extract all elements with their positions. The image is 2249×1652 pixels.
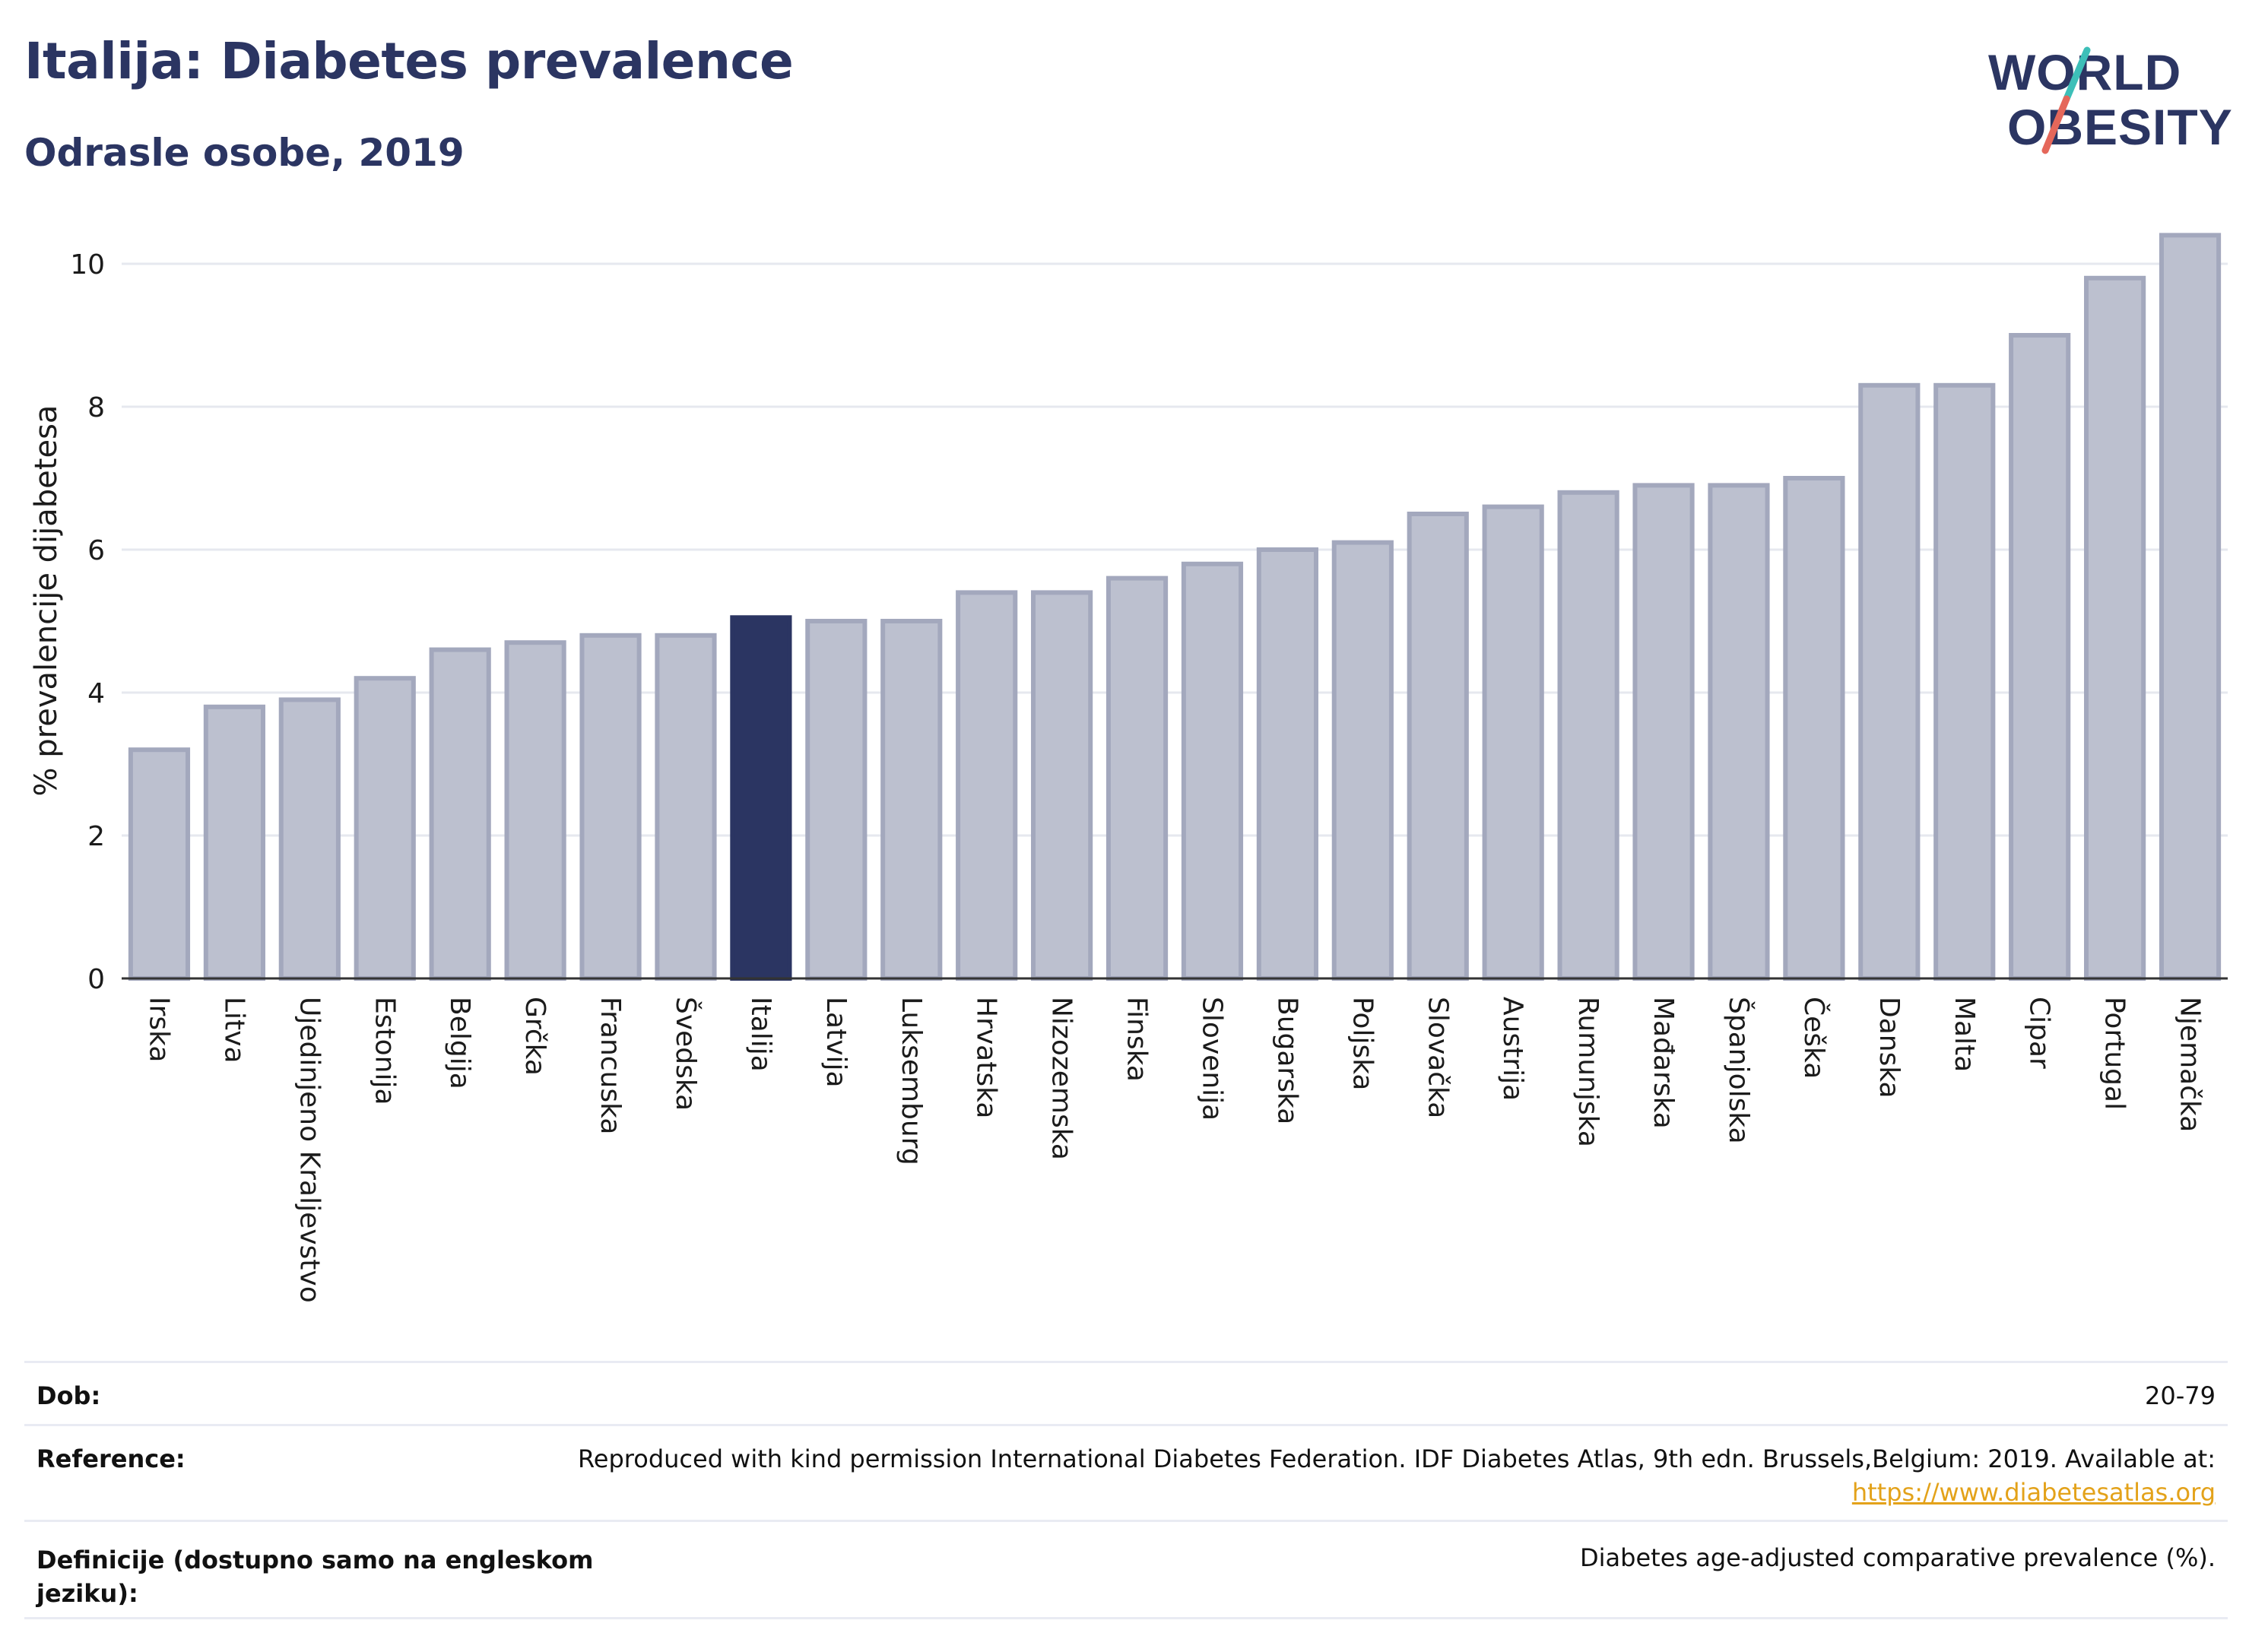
y-tick-label: 10 (70, 249, 105, 281)
bar[interactable] (2084, 275, 2146, 981)
x-tick-label: Finska (1121, 997, 1153, 1082)
x-tick-label: Njemačka (2174, 997, 2206, 1132)
y-tick-label: 0 (87, 964, 105, 995)
x-tick-label: Belgija (444, 997, 475, 1089)
x-tick-label: Švedska (670, 997, 702, 1111)
bar[interactable] (354, 676, 416, 981)
x-tick-label: Luksemburg (896, 997, 927, 1165)
info-table: Dob: 20-79 Reference: Reproduced with ki… (24, 1361, 2228, 1619)
y-tick-label: 2 (87, 821, 105, 852)
bar[interactable] (1482, 504, 1544, 981)
bar[interactable] (128, 747, 191, 981)
x-tick-label: Slovenija (1196, 997, 1227, 1121)
bar[interactable] (1105, 576, 1169, 981)
x-tick-label: Francuska (595, 997, 626, 1134)
x-tick-label: Italija (745, 997, 776, 1072)
bar[interactable] (1407, 512, 1469, 981)
bar[interactable] (579, 633, 642, 981)
reference-text: Reproduced with kind permission Internat… (577, 1444, 2216, 1473)
bar[interactable] (655, 633, 717, 981)
info-row-age: Dob: 20-79 (24, 1361, 2228, 1424)
bar[interactable] (2159, 233, 2222, 981)
bar[interactable] (278, 697, 341, 981)
x-tick-label: Austrija (1497, 997, 1528, 1101)
x-tick-label: Malta (1949, 997, 1980, 1072)
bar[interactable] (805, 619, 868, 981)
reference-label: Reference: (36, 1444, 186, 1473)
bar[interactable] (1256, 547, 1318, 981)
page-subtitle: Odrasle osobe, 2019 (24, 131, 465, 175)
x-tick-label: Irska (143, 997, 174, 1062)
x-tick-label: Slovačka (1422, 997, 1453, 1118)
bar[interactable] (956, 590, 1018, 981)
bar[interactable] (1181, 561, 1244, 981)
x-tick-label: Grčka (519, 997, 550, 1076)
x-tick-label: Bugarska (1271, 997, 1302, 1124)
x-tick-label: Estonija (369, 997, 400, 1105)
bar[interactable] (1632, 483, 1695, 981)
bar[interactable] (1858, 382, 1921, 981)
x-tick-label: Poljska (1347, 997, 1378, 1091)
x-tick-label: Španjolska (1723, 997, 1755, 1144)
x-tick-label: Litva (218, 997, 249, 1064)
y-tick-label: 6 (87, 535, 105, 566)
bar[interactable] (2009, 333, 2071, 981)
logo-graphic: WORLD OBESITY (1988, 44, 2232, 155)
age-value: 20-79 (2145, 1381, 2216, 1410)
bar[interactable] (1708, 483, 1770, 981)
x-tick-label: Portugal (2099, 997, 2130, 1110)
x-tick-label: Hrvatska (971, 997, 1002, 1118)
bar[interactable] (1331, 540, 1394, 981)
y-tick-label: 8 (87, 392, 105, 423)
bar[interactable] (1557, 490, 1619, 981)
x-tick-label: Latvija (820, 997, 852, 1088)
page-title: Italija: Diabetes prevalence (24, 32, 794, 90)
definition-label: Definicije (dostupno samo na engleskom j… (36, 1543, 593, 1610)
bar[interactable] (1783, 476, 1845, 981)
bar[interactable] (429, 647, 491, 981)
definition-value: Diabetes age-adjusted comparative preval… (1580, 1543, 2216, 1572)
bar[interactable] (504, 640, 566, 981)
bar[interactable] (203, 704, 265, 981)
x-tick-label: Ujedinjeno Kraljevstvo (293, 997, 325, 1303)
bar-chart: 0 2 4 6 8 10 Irska Litva Ujedinjeno Kraljevstvo… (29, 233, 2228, 1303)
bar[interactable] (1933, 382, 1996, 981)
x-tick-label: Češka (1798, 997, 1830, 1079)
bar[interactable] (880, 619, 943, 981)
age-label: Dob: (36, 1381, 101, 1410)
x-tick-label: Nizozemska (1046, 997, 1077, 1160)
y-axis-label: % prevalencije dijabetesa (29, 405, 64, 797)
reference-link-container: https://www.diabetesatlas.org (1852, 1478, 2216, 1507)
reference-link[interactable]: https://www.diabetesatlas.org (1851, 1478, 2216, 1507)
info-row-reference: Reference: Reproduced with kind permissi… (24, 1424, 2228, 1520)
definition-label-line2: jeziku): (36, 1579, 138, 1608)
x-tick-labels: Irska Litva Ujedinjeno Kraljevstvo Estonija… (143, 997, 2205, 1303)
logo-slash-coral (2041, 95, 2070, 154)
world-obesity-logo[interactable]: WORLD OBESITY (1977, 23, 2235, 167)
x-tick-label: Danska (1873, 997, 1905, 1099)
y-tick-label: 4 (87, 678, 105, 709)
y-tick-labels: 0 2 4 6 8 10 (70, 249, 105, 995)
x-tick-label: Mađarska (1648, 997, 1679, 1129)
definition-label-line1: Definicije (dostupno samo na engleskom (36, 1546, 594, 1574)
bar[interactable] (1031, 590, 1093, 981)
x-tick-label: Rumunjska (1572, 997, 1603, 1147)
bar-highlight[interactable] (730, 615, 792, 981)
logo-slash-teal (2063, 46, 2091, 103)
info-row-definition: Definicije (dostupno samo na engleskom j… (24, 1520, 2228, 1619)
x-tick-label: Cipar (2024, 997, 2055, 1069)
bars (128, 233, 2222, 981)
